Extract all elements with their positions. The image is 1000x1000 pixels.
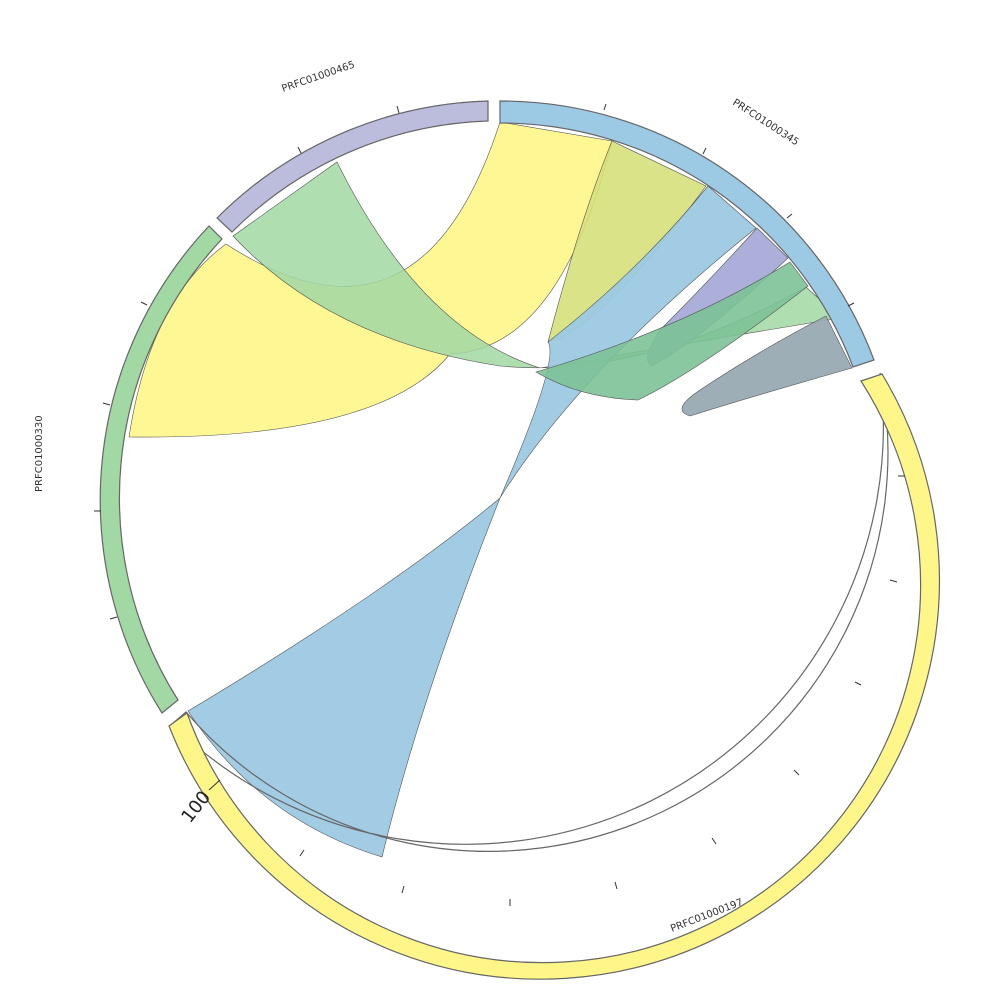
tick bbox=[102, 402, 111, 406]
tick bbox=[854, 681, 862, 686]
tick bbox=[614, 881, 618, 890]
tick bbox=[140, 301, 148, 306]
tick bbox=[208, 779, 221, 791]
segment-prfc01000345[interactable] bbox=[499, 100, 875, 368]
ribbon-grey-self-loop bbox=[681, 315, 853, 417]
tick bbox=[702, 147, 707, 155]
tick bbox=[109, 616, 118, 620]
segment-label-prfc01000465: PRFC01000465 bbox=[280, 59, 356, 94]
segments bbox=[99, 100, 940, 980]
tick bbox=[396, 105, 400, 114]
tick bbox=[401, 885, 405, 894]
tick bbox=[786, 213, 793, 219]
segment-label-prfc01000330: PRFC01000330 bbox=[34, 415, 45, 492]
tick bbox=[299, 849, 305, 857]
tick bbox=[297, 146, 302, 154]
tick bbox=[793, 769, 800, 776]
ribbons bbox=[128, 121, 853, 858]
segment-prfc01000330[interactable] bbox=[99, 225, 223, 714]
tick bbox=[847, 302, 855, 307]
tick bbox=[889, 579, 898, 583]
segment-prfc01000197-band[interactable] bbox=[168, 373, 940, 980]
ribbon-teal-link bbox=[535, 261, 809, 401]
segment-label-prfc01000345: PRFC01000345 bbox=[730, 97, 800, 148]
segment-prfc01000465[interactable] bbox=[216, 100, 489, 233]
ticks bbox=[94, 103, 905, 906]
tick bbox=[711, 837, 717, 845]
tick bbox=[603, 103, 607, 111]
